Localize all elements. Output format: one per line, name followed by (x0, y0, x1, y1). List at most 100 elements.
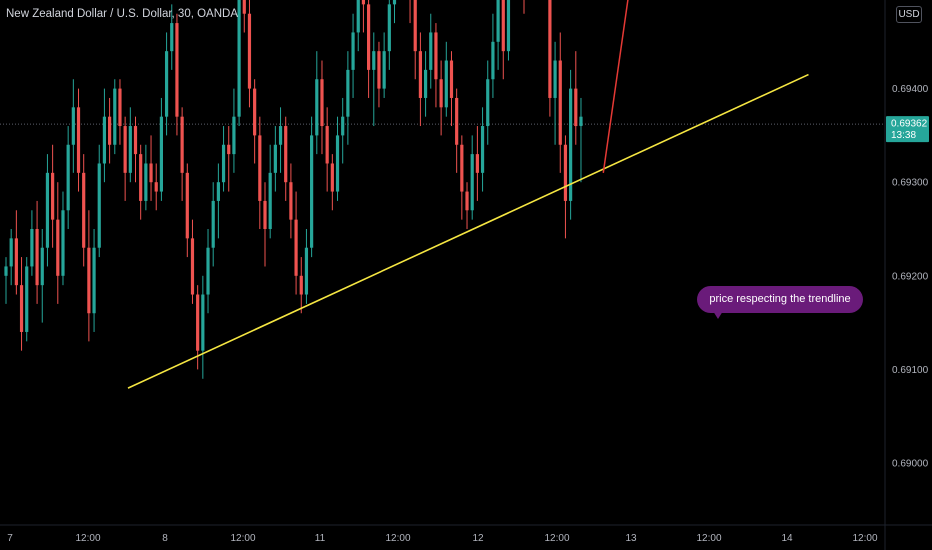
candle-body (51, 172, 55, 220)
time-tick-label: 12:00 (385, 533, 410, 544)
candle (409, 0, 411, 24)
price-tick-label: 0.69500 (892, 0, 929, 2)
candle-body (465, 191, 469, 211)
candle-body (278, 126, 283, 145)
candle (139, 144, 143, 220)
candle (480, 107, 485, 192)
candle (201, 275, 205, 379)
candle-body (170, 23, 174, 52)
candle (278, 107, 283, 173)
candle-body (449, 60, 454, 98)
candle (455, 88, 459, 173)
candle-body (569, 88, 573, 201)
candle (294, 191, 298, 295)
candle (470, 135, 474, 220)
candle-body (268, 172, 272, 229)
time-tick-label: 8 (162, 533, 168, 544)
candle-body (56, 219, 60, 276)
candle-body (579, 116, 583, 127)
candle (387, 0, 391, 70)
candle (548, 0, 552, 117)
price-tick-label: 0.69200 (892, 271, 929, 282)
candle (496, 0, 500, 70)
candle-body (139, 154, 143, 201)
candle (211, 182, 215, 267)
candle (19, 257, 24, 351)
candle-body (470, 154, 474, 211)
candle (299, 257, 303, 314)
candle-body (14, 238, 18, 286)
candle (449, 51, 454, 127)
candle-body (35, 229, 39, 286)
price-axis[interactable]: 0.701000.700000.699000.698000.696000.695… (892, 0, 929, 550)
candle-body (247, 13, 252, 89)
candle (579, 97, 583, 183)
candle-body (133, 126, 138, 155)
candle-body (304, 247, 309, 295)
candle-body (40, 247, 44, 286)
candle-body (4, 266, 8, 276)
candle (506, 0, 511, 61)
candle (263, 182, 267, 267)
candle (40, 229, 44, 323)
time-tick-label: 14 (781, 533, 793, 544)
candle-body (211, 200, 215, 248)
candle-body (180, 116, 184, 173)
candle (128, 107, 132, 183)
candle-body (164, 51, 169, 117)
candle (465, 182, 469, 229)
candle-body (444, 60, 448, 108)
candlestick-series (4, 0, 583, 379)
candle (51, 144, 55, 248)
currency-selector[interactable]: USD (896, 6, 922, 23)
time-tick-label: 12 (472, 533, 484, 544)
candle (61, 191, 65, 286)
candle-body (206, 247, 210, 295)
candle-body (574, 88, 578, 127)
candle (429, 13, 433, 89)
candle (325, 107, 329, 192)
time-axis[interactable]: 7 12:00 8 12:00 11 12:00 12 12:00 13 12:00 14 12:00 (7, 533, 878, 544)
candle-body (496, 0, 500, 42)
candle-body (149, 163, 153, 183)
candle (553, 41, 557, 145)
candle (475, 126, 479, 201)
candle-body (486, 79, 490, 127)
candle (351, 13, 355, 98)
candle (9, 229, 13, 286)
candle-body (563, 144, 568, 201)
candle-body (154, 182, 158, 192)
candle (491, 13, 495, 98)
bar-countdown: 13:38 (891, 130, 916, 141)
candle-body (201, 294, 205, 351)
candle (501, 0, 505, 80)
candle (175, 13, 179, 136)
candle-body (45, 172, 50, 248)
time-tick-label: 7 (7, 533, 13, 544)
candle-body (185, 172, 189, 239)
candle (258, 116, 262, 229)
candle (439, 60, 443, 136)
chart-title: New Zealand Dollar / U.S. Dollar, 30, OA… (6, 8, 239, 20)
candle (304, 229, 309, 304)
candle (289, 163, 293, 239)
annotation-callout[interactable]: price respecting the trendline (697, 286, 863, 313)
candle-body (113, 88, 117, 145)
candle-body (232, 116, 236, 155)
candle (247, 0, 252, 108)
candle (123, 116, 127, 201)
candle-body (30, 229, 34, 267)
candle-body (475, 154, 479, 173)
candle-body (71, 107, 75, 145)
time-tick-label: 12:00 (75, 533, 100, 544)
candle-body (377, 51, 381, 89)
time-tick-label: 12:00 (852, 533, 877, 544)
candle (221, 126, 226, 192)
candle (356, 0, 360, 52)
candle-body (237, 0, 241, 117)
candle (392, 0, 397, 24)
candle-body (356, 0, 360, 33)
candle (82, 154, 86, 267)
candle-body (553, 60, 557, 98)
